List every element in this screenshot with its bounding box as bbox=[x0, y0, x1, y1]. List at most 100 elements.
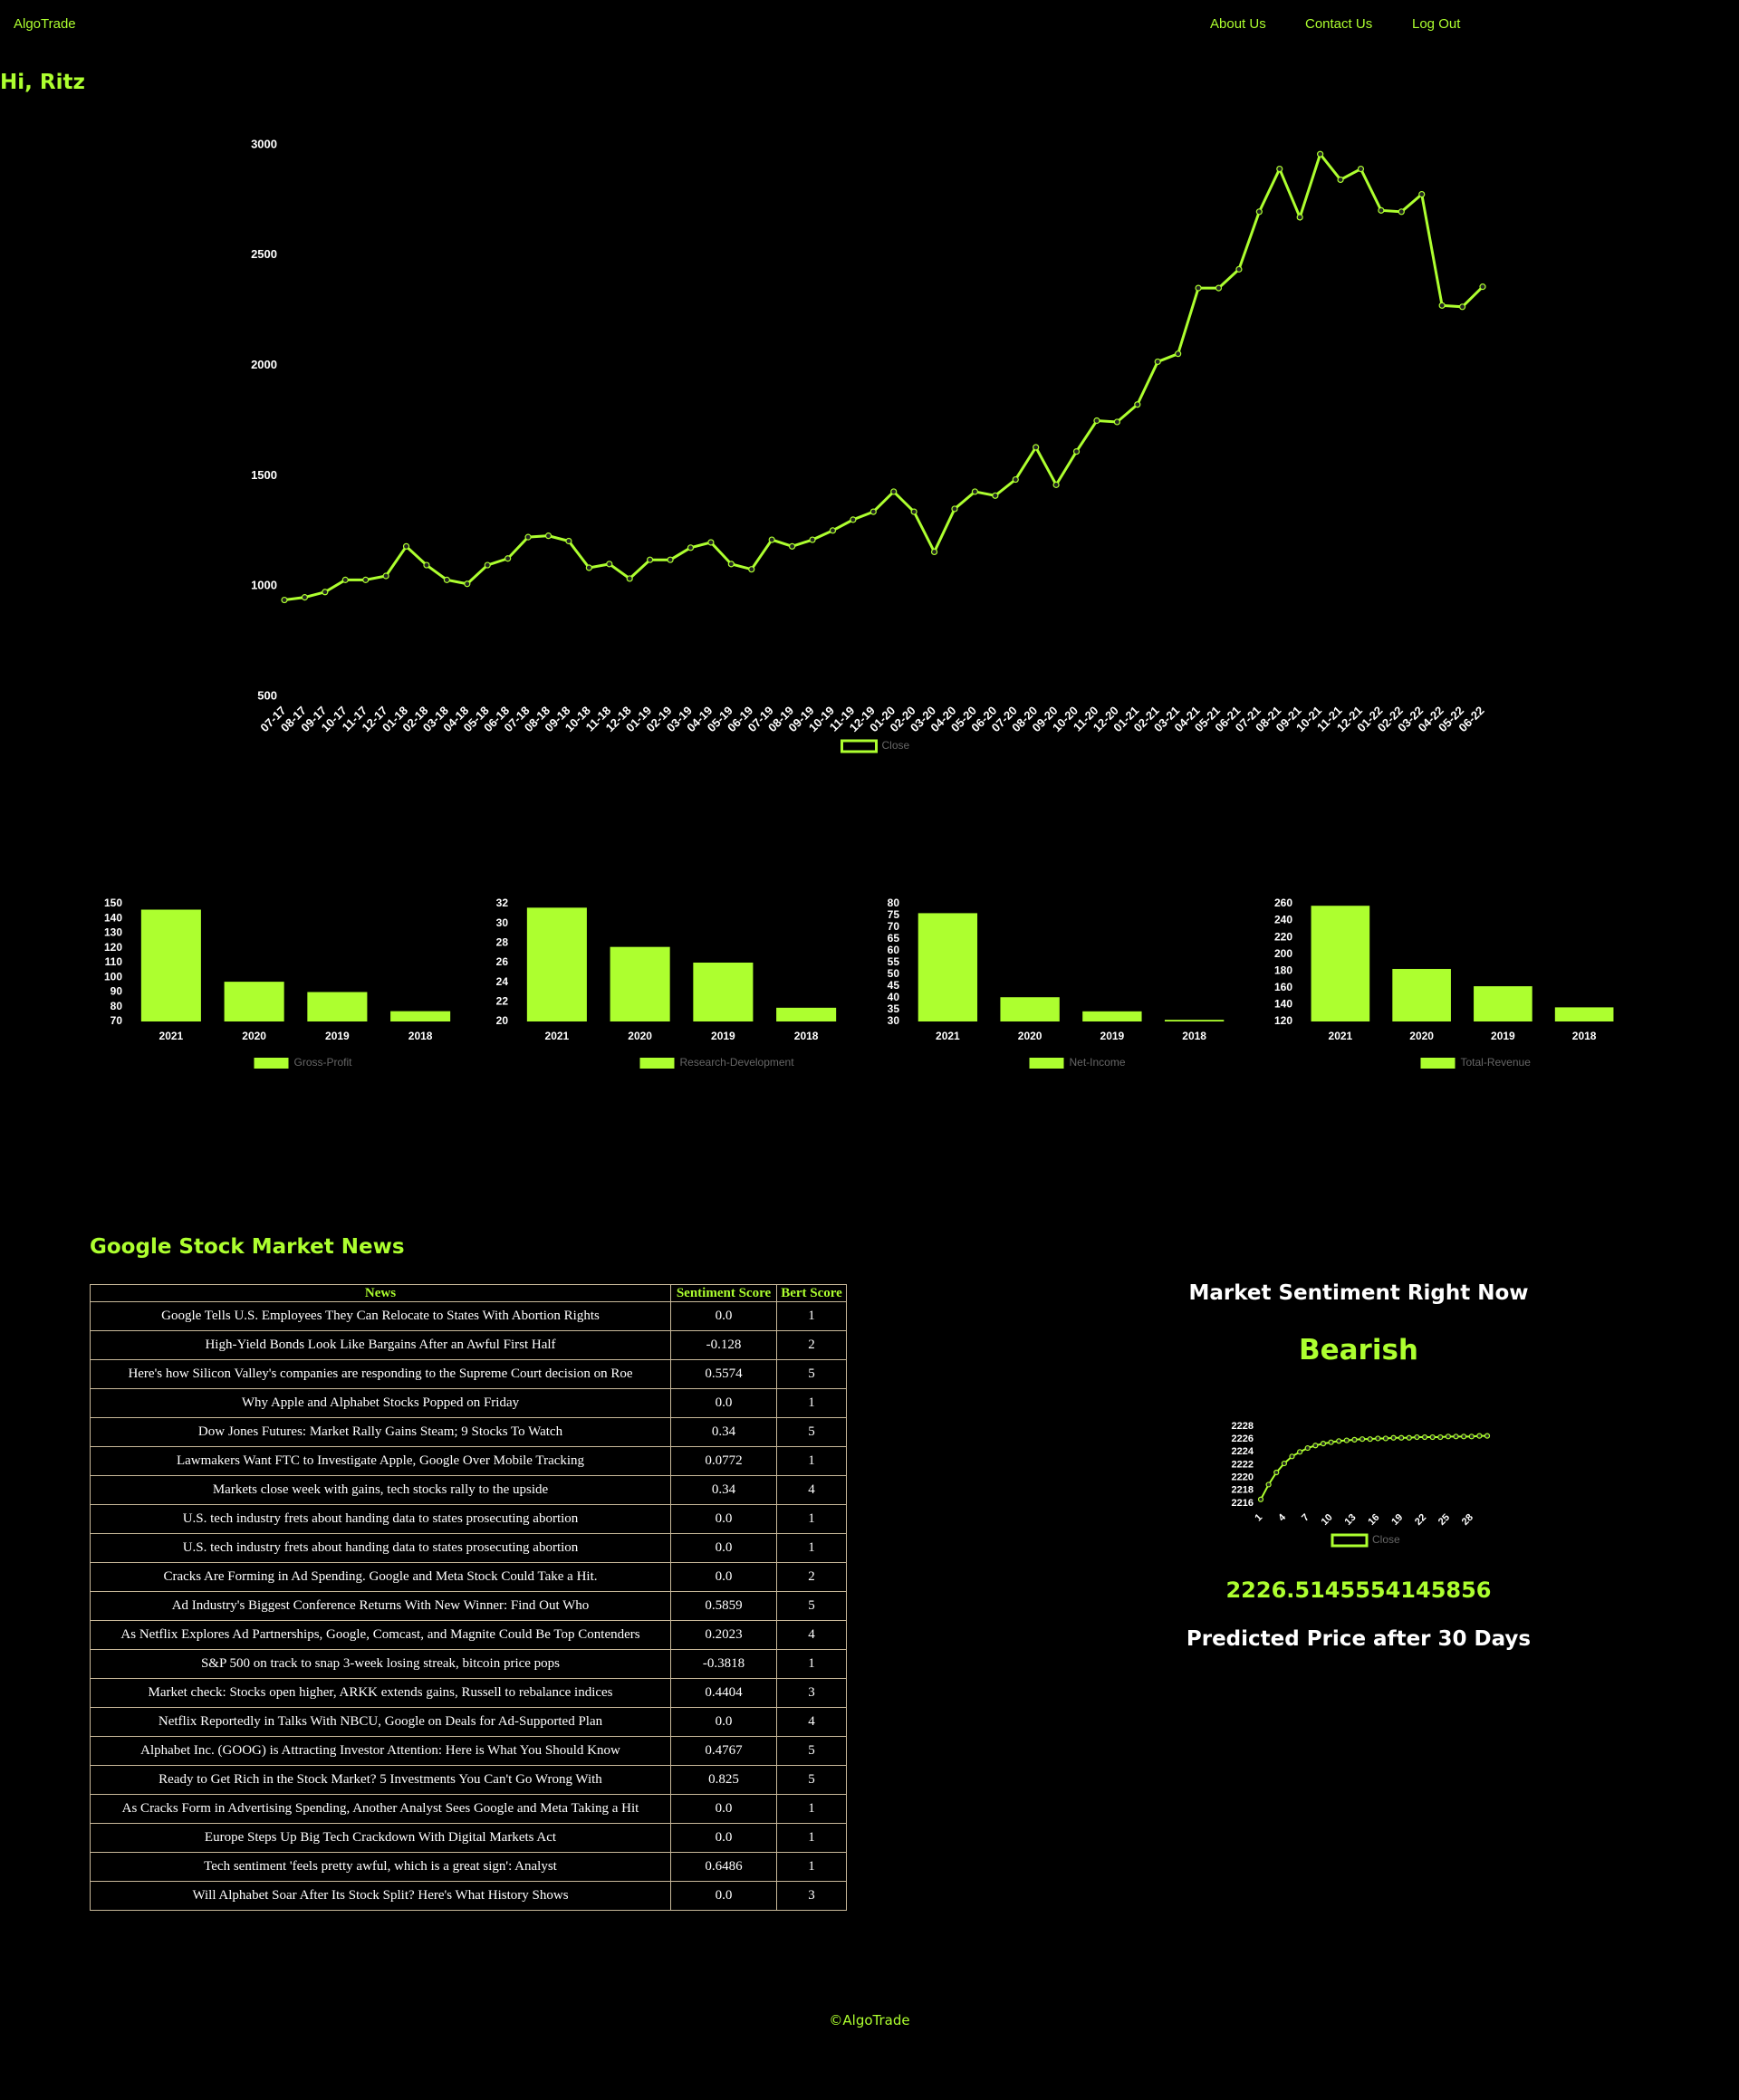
point bbox=[1418, 190, 1426, 198]
x-tick-label: 2018 bbox=[1572, 1030, 1597, 1042]
headline: Ready to Get Rich in the Stock Market? 5… bbox=[90, 1765, 671, 1795]
point bbox=[1328, 1439, 1334, 1445]
brand-link[interactable]: AlgoTrade bbox=[14, 16, 76, 32]
headline: Cracks Are Forming in Ad Spending. Googl… bbox=[90, 1562, 671, 1592]
headline: S&P 500 on track to snap 3-week losing s… bbox=[90, 1649, 671, 1679]
sentiment-score: 0.0 bbox=[670, 1707, 777, 1737]
point bbox=[1382, 1435, 1389, 1442]
point bbox=[1484, 1433, 1491, 1439]
point bbox=[1265, 1482, 1272, 1488]
line bbox=[283, 151, 1484, 602]
y-tick-label: 240 bbox=[1274, 914, 1292, 926]
point bbox=[504, 555, 512, 562]
news-body: Google Tells U.S. Employees They Can Rel… bbox=[90, 1301, 847, 1911]
point bbox=[1297, 1449, 1303, 1455]
x-tick-label: 2020 bbox=[628, 1030, 652, 1042]
legend-swatch bbox=[1029, 1058, 1064, 1069]
bar bbox=[1311, 906, 1370, 1021]
news-row: U.S. tech industry frets about handing d… bbox=[90, 1533, 847, 1563]
x-tick-label: 2019 bbox=[1100, 1030, 1125, 1042]
news-row: High-Yield Bonds Look Like Bargains Afte… bbox=[90, 1330, 847, 1360]
news-row: Dow Jones Futures: Market Rally Gains St… bbox=[90, 1417, 847, 1447]
point bbox=[1289, 1453, 1295, 1460]
headline: High-Yield Bonds Look Like Bargains Afte… bbox=[90, 1330, 671, 1360]
nav-link[interactable]: About Us bbox=[1210, 16, 1266, 32]
bar bbox=[918, 913, 978, 1021]
news-row: Tech sentiment 'feels pretty awful, whic… bbox=[90, 1852, 847, 1882]
bert-score: 5 bbox=[776, 1765, 847, 1795]
point bbox=[890, 488, 898, 495]
bar bbox=[1474, 986, 1532, 1021]
point bbox=[727, 561, 735, 568]
point bbox=[1257, 1496, 1264, 1502]
news-table: News Sentiment Score Bert Score Google Tel… bbox=[90, 1284, 847, 1911]
bert-score: 1 bbox=[776, 1301, 847, 1331]
point bbox=[1312, 1443, 1319, 1449]
point bbox=[1113, 418, 1120, 426]
sentiment-score: 0.0 bbox=[670, 1881, 777, 1911]
y-tick-label: 2216 bbox=[1232, 1498, 1254, 1509]
point bbox=[1343, 1437, 1350, 1443]
x-tick-label: 2021 bbox=[545, 1030, 570, 1042]
point bbox=[1195, 284, 1202, 292]
legend-swatch bbox=[841, 739, 878, 753]
point bbox=[1468, 1434, 1475, 1440]
point bbox=[1296, 214, 1303, 221]
headline: Europe Steps Up Big Tech Crackdown With … bbox=[90, 1823, 671, 1853]
footer: ©AlgoTrade bbox=[829, 2012, 910, 2028]
sentiment-score: 0.5859 bbox=[670, 1591, 777, 1621]
bert-score: 2 bbox=[776, 1562, 847, 1592]
bar bbox=[390, 1011, 451, 1021]
x-tick-label: 13 bbox=[1342, 1512, 1358, 1528]
point bbox=[1461, 1434, 1467, 1440]
point bbox=[626, 575, 633, 582]
y-tick-label: 2222 bbox=[1232, 1459, 1254, 1470]
predicted-price: 2226.5145554145856 bbox=[1225, 1577, 1492, 1603]
y-tick-label: 1000 bbox=[251, 579, 277, 592]
y-tick-label: 140 bbox=[104, 911, 122, 924]
x-tick-label: 2019 bbox=[1491, 1030, 1515, 1042]
bert-score: 1 bbox=[776, 1852, 847, 1882]
x-tick-label: 2019 bbox=[711, 1030, 735, 1042]
y-tick-label: 30 bbox=[888, 1014, 900, 1027]
legend-swatch bbox=[639, 1058, 675, 1069]
headline: As Cracks Form in Advertising Spending, … bbox=[90, 1794, 671, 1824]
y-tick-label: 160 bbox=[1274, 981, 1292, 993]
point bbox=[1438, 302, 1446, 309]
x-tick-label: 2020 bbox=[1018, 1030, 1042, 1042]
headline: As Netflix Explores Ad Partnerships, Goo… bbox=[90, 1620, 671, 1650]
column-header: Bert Score bbox=[776, 1284, 847, 1302]
point bbox=[1276, 165, 1283, 173]
x-tick-label: 7 bbox=[1300, 1512, 1311, 1524]
y-tick-label: 110 bbox=[105, 955, 123, 968]
news-row: As Cracks Form in Advertising Spending, … bbox=[90, 1794, 847, 1824]
point bbox=[1134, 401, 1141, 408]
news-row: Google Tells U.S. Employees They Can Rel… bbox=[90, 1301, 847, 1331]
point bbox=[829, 527, 837, 534]
point bbox=[910, 508, 918, 515]
point bbox=[1175, 350, 1182, 358]
x-tick-label: 16 bbox=[1366, 1512, 1381, 1528]
point bbox=[1351, 1436, 1358, 1443]
point bbox=[850, 516, 857, 523]
bar bbox=[610, 946, 670, 1021]
point bbox=[484, 561, 491, 569]
point bbox=[1479, 283, 1486, 291]
point bbox=[1476, 1433, 1483, 1439]
x-tick-label: 1 bbox=[1253, 1512, 1264, 1524]
nav-link[interactable]: Log Out bbox=[1412, 16, 1461, 32]
point bbox=[341, 576, 349, 583]
sentiment-score: 0.6486 bbox=[670, 1852, 777, 1882]
x-tick-label: 22 bbox=[1413, 1512, 1428, 1528]
bert-score: 1 bbox=[776, 1649, 847, 1679]
sentiment-score: 0.0 bbox=[670, 1388, 777, 1418]
news-row: U.S. tech industry frets about handing d… bbox=[90, 1504, 847, 1534]
y-tick-label: 2500 bbox=[251, 247, 277, 261]
news-row: Ready to Get Rich in the Stock Market? 5… bbox=[90, 1765, 847, 1795]
bar bbox=[776, 1007, 837, 1021]
nav-link[interactable]: Contact Us bbox=[1305, 16, 1373, 32]
point bbox=[1255, 208, 1263, 216]
point bbox=[870, 508, 877, 515]
point bbox=[1414, 1434, 1420, 1441]
